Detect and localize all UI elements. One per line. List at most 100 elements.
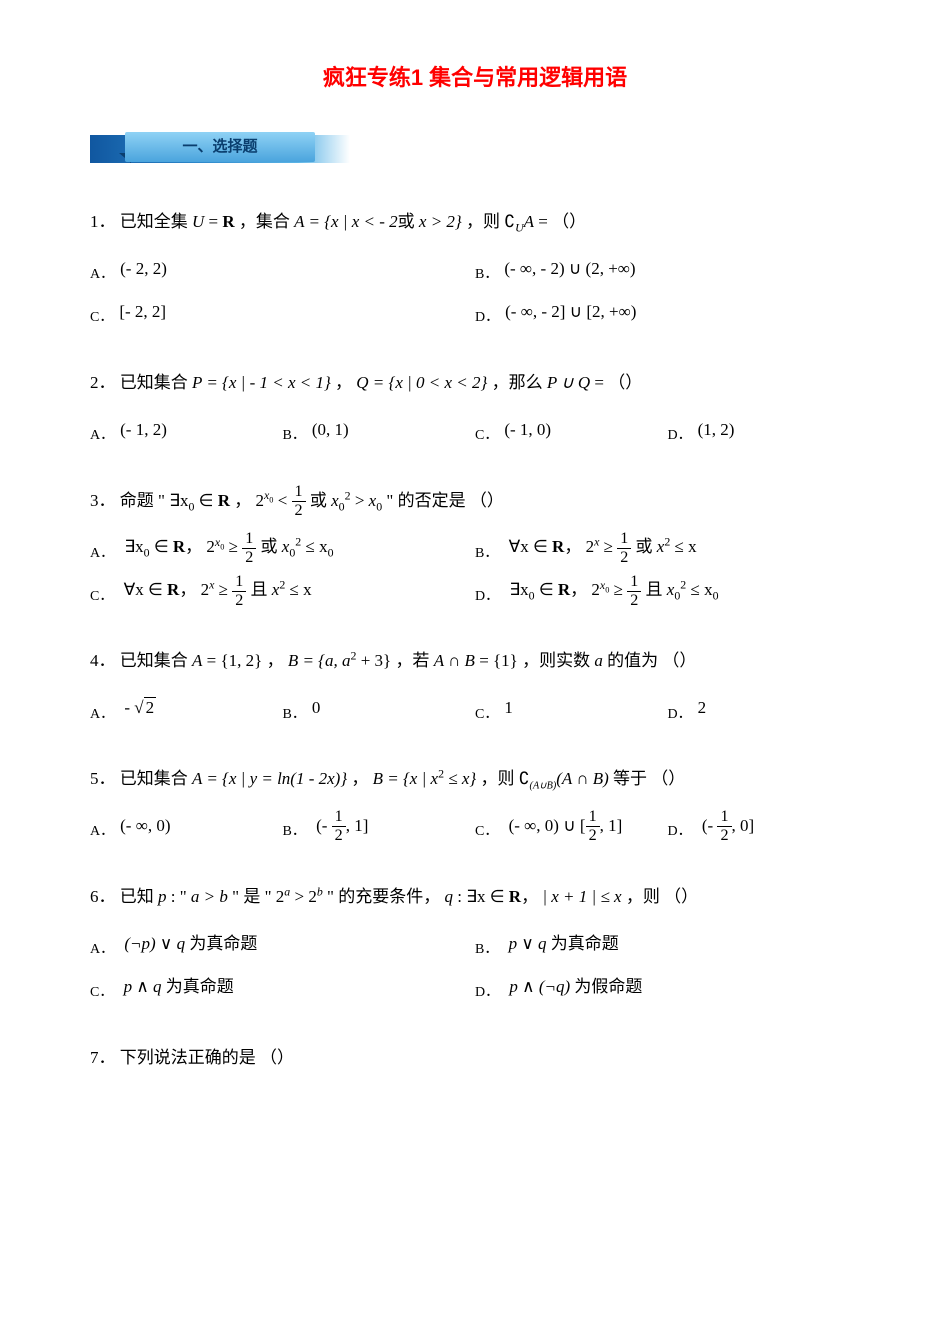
q6-stem: 6． 已知 p : " a > b " 是 " 2a > 2b " 的充要条件，… — [90, 877, 860, 918]
q1-optC: C．[- 2, 2] — [90, 292, 475, 335]
q5D-po: , 0] — [732, 816, 755, 835]
q2-Q: Q — [356, 373, 368, 392]
q2-stem: 2． 已知集合 P = {x | - 1 < x < 1} ， Q = {x |… — [90, 363, 860, 404]
q1-optC-v: [- 2, 2] — [119, 302, 166, 321]
q3-opts: A． ∃x0 ∈ R， 2x0 ≥ 12 或 x02 ≤ x0 B． ∀x ∈ … — [90, 527, 860, 613]
q2-Qset: = {x | 0 < x < 2} — [369, 373, 488, 392]
q1-Atail: A — [524, 212, 534, 231]
q6-optC: C． p ∧ q 为真命题 — [90, 967, 475, 1010]
q4A-neg: - — [124, 698, 134, 717]
q2-pre: 已知集合 — [120, 373, 192, 392]
q3A-xe0: 0 — [220, 542, 224, 551]
page: 疯狂专练1 集合与常用逻辑用语 一、选择题 1． 已知全集 U = R ，集合 … — [0, 0, 950, 1146]
q4-p3: + 3} — [356, 651, 391, 670]
q5C-n: 1 — [586, 809, 600, 827]
q6C-p: p — [124, 977, 133, 996]
q1-optD: D．(- ∞, - 2] ∪ [2, +∞) — [475, 292, 860, 335]
q6D-p: p — [509, 977, 518, 996]
label-A: A． — [90, 824, 114, 839]
q3-x0rs: 0 — [376, 499, 382, 513]
q3A-les: 0 — [328, 546, 334, 560]
q6-optA: A． (¬p) ∨ q 为真命题 — [90, 924, 475, 967]
label-D: D． — [668, 428, 692, 443]
q3A-n: 1 — [242, 531, 256, 549]
q1-optB: B．(- ∞, - 2) ∪ (2, +∞) — [475, 249, 860, 292]
question-4: 4． 已知集合 A = {1, 2} ， B = {a, a2 + 3} ，若 … — [90, 641, 860, 731]
q6A-np: (¬p) — [124, 934, 155, 953]
sqrt-icon: √2 — [134, 688, 156, 729]
q1-comp: ∁ — [504, 212, 515, 231]
q1-U: U — [192, 212, 204, 231]
page-title: 疯狂专练1 集合与常用逻辑用语 — [90, 60, 860, 92]
q3C-c: ， — [179, 580, 196, 599]
q3D-d: 2 — [627, 592, 641, 609]
q5-c: ， — [351, 769, 368, 788]
q1-optA-v: (- 2, 2) — [120, 259, 167, 278]
q2-Pset: = {x | - 1 < x < 1} — [202, 373, 331, 392]
q6-R: R — [509, 887, 521, 906]
q4C-v: 1 — [504, 698, 513, 717]
question-3: 3． 命题 " ∃x0 ∈ R ， 2x0 < 12 或 x02 > x0 " … — [90, 481, 860, 614]
q3D-and: 且 — [646, 580, 663, 599]
label-A: A． — [90, 707, 114, 722]
q4-e1: = {1} — [475, 651, 518, 670]
q6C-q: q — [153, 977, 162, 996]
q3C-xe: x — [209, 578, 214, 592]
q2-optD-v: (1, 2) — [698, 420, 735, 439]
label-C: C． — [475, 428, 498, 443]
q3C-sq: 2 — [279, 578, 285, 592]
q6A-t: 为真命题 — [189, 934, 257, 953]
q3D-sq: 2 — [680, 578, 686, 592]
q3D-ge: ≥ — [614, 580, 628, 599]
q3-sq: 2 — [345, 488, 351, 502]
q6B-t: 为真命题 — [551, 934, 619, 953]
q3-num: 3． — [90, 491, 116, 510]
label-C: C． — [475, 824, 498, 839]
q3A-f: 12 — [242, 531, 256, 566]
q3B-xe: x — [594, 535, 599, 549]
question-5: 5． 已知集合 A = {x | y = ln(1 - 2x)} ， B = {… — [90, 759, 860, 849]
q6C-w: ∧ — [132, 977, 153, 996]
q3-post: " 的否定是 — [386, 491, 465, 510]
q2-optD: D． (1, 2) — [668, 410, 861, 453]
q6-blank: （） — [664, 887, 698, 906]
section-banner: 一、选择题 — [90, 132, 350, 172]
q3A-sq: 2 — [295, 535, 301, 549]
q4-c: ， — [267, 651, 284, 670]
q3D-R: R — [558, 580, 570, 599]
q3C-2: 2 — [201, 580, 210, 599]
q2-optA: A．(- 1, 2) — [90, 410, 283, 453]
q2-optB: B．(0, 1) — [283, 410, 476, 453]
q2-optA-v: (- 1, 2) — [120, 420, 167, 439]
q1-blank: （） — [552, 212, 586, 231]
q4-stem: 4． 已知集合 A = {1, 2} ， B = {a, a2 + 3} ，若 … — [90, 641, 860, 682]
q6A-v: ∨ — [156, 934, 177, 953]
q2-then: ，那么 — [492, 373, 547, 392]
q1-optB-v: (- ∞, - 2) ∪ (2, +∞) — [504, 259, 635, 278]
label-B: B． — [283, 707, 306, 722]
q5-blank: （） — [651, 769, 685, 788]
q4-As: = {1, 2} — [202, 651, 262, 670]
q4-val: 的值为 — [603, 651, 658, 670]
q5-then: ，则 — [480, 769, 514, 788]
q3-frac: 12 — [292, 484, 306, 519]
q5-eq: 等于 — [613, 769, 647, 788]
q2-optC: C．(- 1, 0) — [475, 410, 668, 453]
label-D: D． — [475, 985, 499, 1000]
q4A-sq: 2 — [144, 697, 157, 717]
q4-int: A ∩ B — [434, 651, 475, 670]
q6D-nq: (¬q) — [539, 977, 570, 996]
q5B-d: 2 — [332, 827, 346, 844]
q2-eq: = — [590, 373, 608, 392]
label-B: B． — [475, 942, 498, 957]
label-A: A． — [90, 267, 114, 282]
q2-num: 2． — [90, 373, 116, 392]
q1-pre: 已知全集 — [120, 212, 188, 231]
q6-q: q — [445, 887, 454, 906]
q1-opts: A． (- 2, 2) B．(- ∞, - 2) ∪ (2, +∞) C．[- 2… — [90, 249, 860, 335]
q6B-p: p — [509, 934, 522, 953]
q1-c1: ，集合 — [239, 212, 294, 231]
question-2: 2． 已知集合 P = {x | - 1 < x < 1} ， Q = {x |… — [90, 363, 860, 453]
q1-set2: x > 2} — [415, 212, 462, 231]
q5-comp: ∁ — [519, 769, 530, 788]
